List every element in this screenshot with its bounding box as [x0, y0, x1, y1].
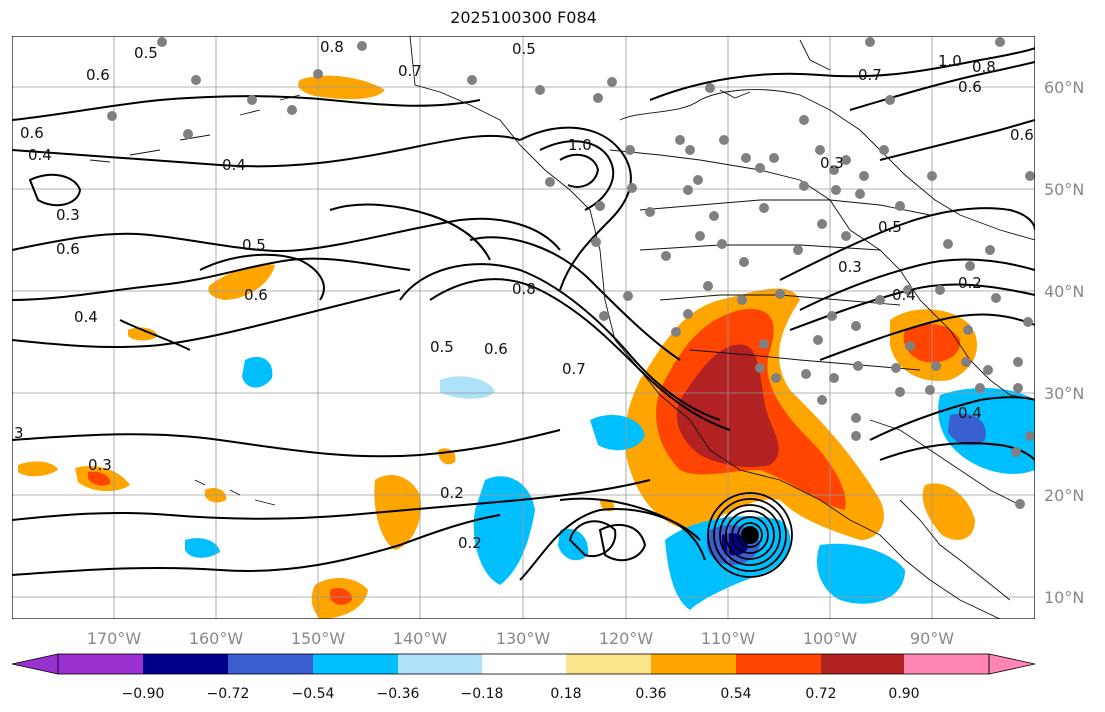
lon-label: 140°W: [393, 629, 448, 648]
lat-label: 10°N: [1044, 588, 1084, 607]
contour-label: 0.5: [512, 40, 536, 58]
contour-label: 0.6: [244, 286, 268, 304]
contour-label: 0.5: [430, 338, 454, 356]
colorbar-bin: [313, 654, 398, 674]
cyclone-contours: [707, 492, 793, 578]
shade-orange-pac1: [374, 475, 422, 550]
contour-label: 0.5: [134, 44, 158, 62]
lat-label: 40°N: [1044, 282, 1084, 301]
contour-label: 1.0: [568, 136, 592, 154]
station-dots: [107, 37, 1035, 509]
contour-label: 3: [14, 424, 24, 442]
contour-label: 0.4: [28, 146, 52, 164]
contour-label: 0.8: [320, 38, 344, 56]
colorbar-bin: [736, 654, 821, 674]
colorbar-tick-label: 0.36: [635, 686, 666, 702]
colorbar-tick-label: −0.54: [292, 686, 335, 702]
contour-label: 0.6: [484, 340, 508, 358]
colorbar-tick-label: −0.36: [377, 686, 420, 702]
colorbar-tick-label: 0.72: [805, 686, 836, 702]
lat-label: 30°N: [1044, 384, 1084, 403]
colorbar-tick-label: −0.18: [461, 686, 504, 702]
lat-label: 60°N: [1044, 78, 1084, 97]
contour-label: 0.6: [1010, 126, 1034, 144]
colorbar-bin: [566, 654, 651, 674]
lon-label: 160°W: [189, 629, 244, 648]
cyclone-center-marker: [741, 526, 759, 544]
shade-redorange-west2: [88, 471, 111, 486]
contour-label: 0.6: [56, 240, 80, 258]
colorbar-tick-label: 0.54: [720, 686, 751, 702]
lon-label: 120°W: [599, 629, 654, 648]
colorbar-arrow-max: [988, 653, 1036, 675]
contour-label: 0.7: [858, 66, 882, 84]
contour-labels: 0.5 0.8 0.7 0.6 0.4 0.3 0.6 0.4 0.5 0.6 …: [14, 38, 1034, 552]
colorbar-bin: [904, 654, 989, 674]
shade-blue-baja: [590, 415, 645, 451]
contour-label: 0.8: [972, 58, 996, 76]
contour-label: 0.3: [88, 456, 112, 474]
colorbar-arrow-min: [11, 653, 59, 675]
shade-redorange-pac2: [330, 588, 352, 605]
contour-label: 0.4: [74, 308, 98, 326]
contour-label: 0.6: [86, 66, 110, 84]
contour-label: 0.2: [958, 274, 982, 292]
lat-label: 50°N: [1044, 180, 1084, 199]
lon-label: 100°W: [803, 629, 858, 648]
shade-blue-small2: [242, 356, 273, 388]
map-title: 2025100300 F084: [450, 8, 597, 27]
contour-label: 0.4: [222, 156, 246, 174]
colorbar-bin: [482, 654, 566, 674]
colorbar-bin: [398, 654, 482, 674]
contour-label: 1.0: [938, 52, 962, 70]
contour-label: 0.4: [958, 404, 982, 422]
colorbar-bin: [143, 654, 228, 674]
lon-label: 150°W: [291, 629, 346, 648]
contour-label: 0.5: [878, 218, 902, 236]
contour-label: 0.8: [512, 280, 536, 298]
shade-blue-small3: [185, 538, 220, 558]
lon-label: 130°W: [496, 629, 551, 648]
colorbar-bin: [821, 654, 904, 674]
lat-label: 20°N: [1044, 486, 1084, 505]
lon-axis: 170°W 160°W 150°W 140°W 130°W 120°W 110°…: [87, 629, 954, 648]
colorbar-frame: [57, 653, 990, 675]
colorbar-tick-label: 0.18: [550, 686, 581, 702]
lon-label: 170°W: [87, 629, 142, 648]
shade-orange-west1: [18, 461, 58, 477]
contour-label: 0.6: [958, 78, 982, 96]
contour-label: 0.5: [242, 236, 266, 254]
contour-label: 0.2: [440, 484, 464, 502]
shaded-field: [18, 75, 1035, 619]
contour-label: 0.3: [56, 206, 80, 224]
map-panel: 0.5 0.8 0.7 0.6 0.4 0.3 0.6 0.4 0.5 0.6 …: [12, 36, 1035, 619]
contour-label: 0.3: [820, 154, 844, 172]
contour-label: 0.2: [458, 534, 482, 552]
colorbar-tick-label: −0.90: [122, 686, 165, 702]
contour-label: 0.7: [398, 62, 422, 80]
shade-blue-east: [938, 388, 1035, 474]
shade-royal-east: [948, 413, 986, 446]
colorbar-bin: [58, 654, 143, 674]
contour-label: 0.7: [562, 360, 586, 378]
colorbar-bin: [651, 654, 736, 674]
shade-blue-south: [816, 543, 905, 604]
shade-orange-gulf: [922, 483, 975, 540]
lon-label: 90°W: [910, 629, 954, 648]
colorbar-tick-label: −0.72: [207, 686, 250, 702]
colorbar-bin: [228, 654, 313, 674]
lat-axis: 60°N 50°N 40°N 30°N 20°N 10°N: [1044, 78, 1084, 607]
colorbar-tick-label: 0.90: [888, 686, 919, 702]
contour-label: 0.4: [892, 286, 916, 304]
lon-label: 110°W: [701, 629, 756, 648]
shade-orange-small1: [128, 327, 158, 341]
contour-label: 0.6: [20, 124, 44, 142]
contour-label: 0.3: [838, 258, 862, 276]
gridlines: [12, 36, 1035, 619]
colorbar: −0.90 −0.72 −0.54 −0.36 −0.18 0.18 0.36 …: [11, 653, 1036, 702]
